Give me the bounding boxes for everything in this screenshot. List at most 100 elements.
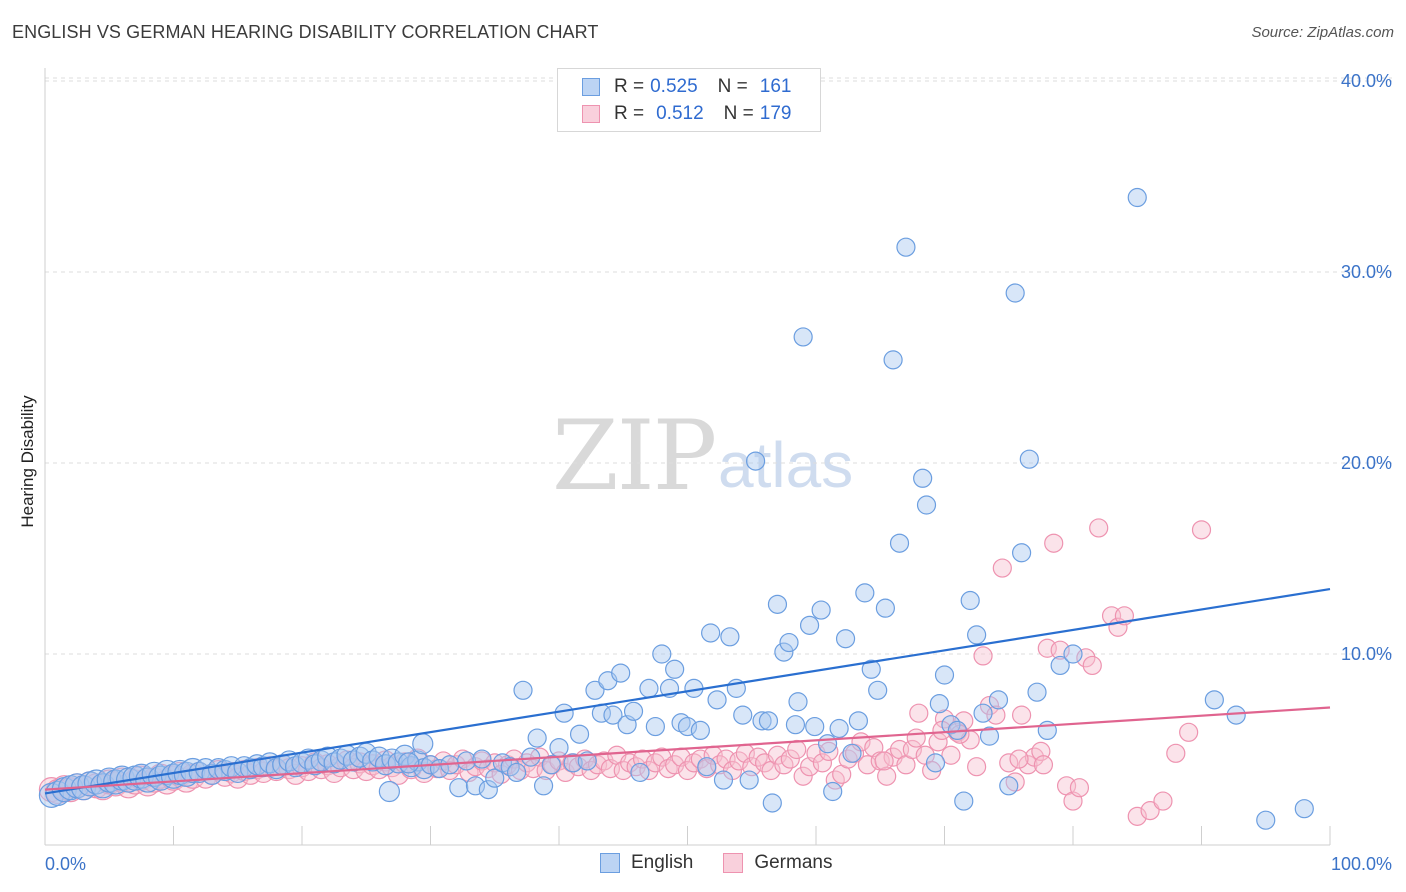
english-point: [842, 743, 862, 763]
axes: [44, 68, 1331, 846]
y-tick-label: 40.0%: [1341, 71, 1392, 91]
german-point: [1179, 722, 1199, 742]
grid-lines: [45, 77, 1392, 655]
english-point: [652, 644, 672, 664]
german-point: [874, 751, 894, 771]
german-point: [1140, 801, 1160, 821]
german-point: [819, 741, 839, 762]
legend-item-germans[interactable]: Germans: [723, 852, 832, 874]
english-point: [1005, 283, 1025, 303]
english-point: [707, 690, 727, 710]
english-point: [527, 728, 547, 748]
english-points: [38, 187, 1314, 830]
english-point: [603, 705, 623, 725]
tick-labels: 10.0% 20.0% 30.0% 40.0% 0.0% 100.0% Hearing Di…: [18, 71, 1392, 874]
english-point: [960, 590, 980, 611]
english-point: [913, 468, 933, 488]
english-point: [1294, 799, 1314, 819]
english-point: [817, 734, 838, 754]
chart-title: ENGLISH VS GERMAN HEARING DISABILITY COR…: [12, 22, 599, 42]
english-point: [861, 659, 881, 679]
english-point: [1050, 655, 1070, 676]
english-point: [1019, 449, 1039, 469]
germans-legend-label: Germans: [754, 852, 833, 873]
english-point: [478, 780, 498, 800]
y-tick-label: 10.0%: [1341, 644, 1392, 664]
english-point: [793, 327, 813, 347]
english-point: [533, 776, 554, 796]
english-point: [611, 663, 631, 683]
german-point: [1069, 778, 1090, 798]
english-point: [752, 711, 772, 731]
english-point: [758, 711, 779, 731]
english-point: [916, 495, 937, 515]
english-point: [83, 769, 110, 795]
y-tick-label: 30.0%: [1341, 262, 1392, 282]
english-point: [541, 755, 561, 775]
english-point: [665, 659, 685, 679]
english-point: [829, 718, 849, 739]
german-point: [1082, 655, 1102, 676]
english-swatch: [582, 78, 600, 96]
y-axis-title: Hearing Disability: [18, 395, 37, 528]
english-point: [1256, 810, 1276, 830]
german-point: [1191, 520, 1212, 540]
x-tick-label: 100.0%: [1331, 854, 1392, 874]
german-point: [1033, 755, 1054, 775]
legend-r-label: R =: [614, 103, 645, 124]
english-point: [485, 768, 505, 788]
german-point: [967, 757, 987, 777]
x-tick-label: 0.0%: [45, 854, 86, 874]
english-point: [554, 703, 574, 723]
english-point: [639, 678, 659, 698]
german-point: [999, 753, 1019, 773]
trend-lines: [44, 587, 1331, 795]
german-point: [906, 728, 926, 748]
english-point: [697, 757, 717, 777]
english-point: [762, 793, 782, 813]
english-point: [549, 737, 569, 758]
english-point: [713, 770, 734, 790]
correlation-legend: R = 0.525 N = 161 R = 0.512 N = 179: [557, 68, 821, 132]
german-point: [1076, 648, 1096, 668]
english-point: [1127, 187, 1147, 208]
english-point: [701, 623, 721, 643]
english-point: [623, 701, 644, 721]
legend-n-label: N =: [717, 76, 748, 97]
german-point: [793, 766, 813, 786]
english-point: [398, 752, 420, 774]
german-point: [780, 749, 800, 769]
english-point: [896, 237, 916, 257]
watermark-zip: ZIP: [552, 400, 717, 512]
legend-n-value: 161: [759, 76, 792, 97]
english-point: [456, 751, 477, 771]
german-point: [677, 760, 698, 781]
english-point: [720, 627, 740, 647]
english-point: [465, 776, 486, 796]
german-point: [613, 760, 633, 781]
english-point: [577, 751, 597, 771]
german-point: [1089, 518, 1109, 538]
german-point: [690, 749, 710, 769]
english-point: [739, 770, 759, 790]
english-point: [449, 778, 469, 798]
english-point: [999, 776, 1019, 796]
english-point: [630, 762, 650, 783]
english-point: [973, 703, 993, 723]
german-point: [787, 739, 807, 760]
english-point: [788, 692, 808, 712]
english-point: [889, 533, 910, 553]
source-label: Source: ZipAtlas.com: [1251, 24, 1394, 41]
english-point: [349, 746, 371, 768]
english-point: [645, 716, 665, 737]
english-point: [472, 749, 492, 769]
germans-legend-swatch: [723, 853, 744, 873]
english-point: [805, 716, 825, 737]
english-point: [569, 724, 590, 744]
legend-r-value: 0.512: [656, 103, 704, 124]
english-point: [848, 711, 869, 731]
germans-swatch: [582, 105, 600, 123]
legend-item-english[interactable]: English: [600, 852, 693, 874]
english-point: [563, 753, 583, 773]
legend-n-label: N =: [723, 103, 754, 124]
